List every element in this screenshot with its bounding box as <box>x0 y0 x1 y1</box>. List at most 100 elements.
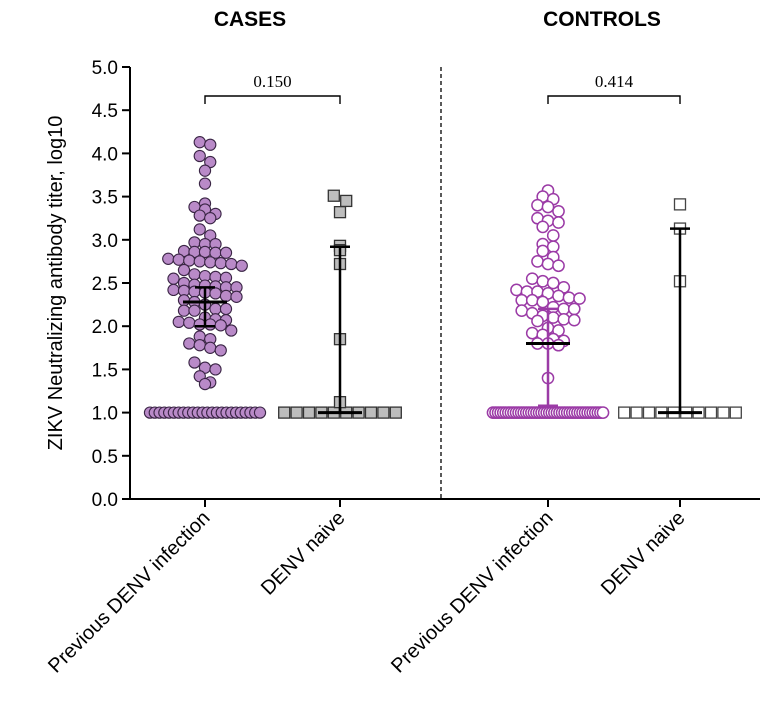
data-point-circle <box>510 283 523 297</box>
data-point-circle <box>209 287 222 300</box>
data-point-circle <box>536 220 550 234</box>
data-point-circle <box>536 244 550 258</box>
data-point-square <box>278 406 291 419</box>
data-point-circle <box>188 268 201 281</box>
data-point-circle <box>193 223 206 236</box>
data-point-circle <box>230 290 243 303</box>
data-point-square <box>327 189 340 202</box>
data-point-circle <box>531 314 544 328</box>
y-tick-label: 4.0 <box>92 144 118 165</box>
y-tick-label: 0.5 <box>92 447 118 468</box>
data-point-circle <box>235 259 248 272</box>
data-point-circle <box>541 257 555 271</box>
data-point-circle <box>525 293 539 307</box>
data-point-circle <box>567 302 581 316</box>
category-label: Previous DENV infection <box>387 507 557 677</box>
data-point-circle <box>204 256 217 269</box>
data-point-circle <box>193 149 206 163</box>
data-point-square <box>618 406 631 419</box>
data-point-circle <box>167 272 180 285</box>
data-point-circle <box>162 252 175 265</box>
data-point-circle <box>193 255 206 268</box>
data-point-square <box>630 406 643 419</box>
data-point-circle <box>525 326 539 340</box>
p-value-label: 0.150 <box>253 72 291 91</box>
data-point-circle <box>531 198 544 212</box>
data-point-circle <box>188 304 201 317</box>
data-point-circle <box>546 240 560 254</box>
data-point-square <box>290 406 303 419</box>
y-tick-label: 2.5 <box>92 274 118 295</box>
data-point-circle <box>552 204 565 218</box>
data-point-square <box>340 194 353 208</box>
data-point-square <box>642 406 656 419</box>
data-point-circle <box>596 406 610 419</box>
y-tick-label: 0.0 <box>92 490 118 511</box>
data-point-circle <box>546 311 560 324</box>
significance-bracket <box>204 95 341 104</box>
data-point-circle <box>198 177 212 190</box>
data-point-circle <box>552 289 565 303</box>
data-point-circle <box>193 339 206 352</box>
data-point-circle <box>209 302 222 316</box>
y-tick-label: 3.5 <box>92 188 118 209</box>
data-point-circle <box>525 272 539 286</box>
data-point-square <box>377 406 390 419</box>
data-point-circle <box>172 253 185 266</box>
data-point-circle <box>172 315 185 329</box>
data-point-circle <box>193 209 206 222</box>
data-point-circle <box>552 216 565 229</box>
data-point-circle <box>546 276 560 290</box>
axes-layer <box>122 66 760 507</box>
text-layer: 0.0 0.5 1.0 1.5 2.0 2.5 3.0 3.5 4.0 4.5 5.0 ZIKV Ne… <box>44 8 689 677</box>
category-label: DENV naive <box>597 507 690 600</box>
data-point-circle <box>204 138 217 151</box>
data-point-circle <box>167 283 180 297</box>
data-point-circle <box>198 377 212 391</box>
category-label: DENV naive <box>257 507 350 600</box>
data-point-circle <box>183 337 196 350</box>
data-point-square <box>364 406 378 419</box>
data-point-circle <box>515 293 529 307</box>
p-value-label: 0.414 <box>595 72 634 91</box>
data-point-circle <box>214 319 227 332</box>
data-point-circle <box>567 313 581 327</box>
data-point-circle <box>225 257 238 271</box>
data-point-circle <box>177 263 191 277</box>
data-point-circle <box>536 295 550 309</box>
data-point-circle <box>209 363 222 376</box>
data-point-circle <box>546 229 560 242</box>
category-label: Previous DENV infection <box>44 507 214 677</box>
data-point-circle <box>198 164 212 177</box>
data-point-circle <box>219 289 233 303</box>
data-point-square <box>717 406 730 419</box>
data-point-circle <box>204 212 217 225</box>
data-point-circle <box>557 302 571 316</box>
data-point-square <box>704 406 718 419</box>
significance-bracket <box>547 95 681 104</box>
data-point-circle <box>536 274 550 288</box>
data-point-circle <box>515 304 529 317</box>
y-tick-label: 2.0 <box>92 317 118 338</box>
data-point-circle <box>557 312 571 326</box>
data-point-circle <box>531 255 544 268</box>
data-point-circle <box>193 318 206 331</box>
data-point-circle <box>204 341 217 354</box>
data-point-circle <box>552 338 565 352</box>
y-tick-label: 3.0 <box>92 231 118 252</box>
data-point-circle <box>225 324 238 337</box>
group-title: CONTROLS <box>543 8 661 31</box>
data-point-circle <box>177 294 191 307</box>
y-tick-label: 5.0 <box>92 58 118 79</box>
data-point-circle <box>546 300 560 314</box>
data-point-circle <box>177 304 191 317</box>
data-point-circle <box>219 246 233 259</box>
stats-layer <box>183 95 702 415</box>
data-point-circle <box>214 256 227 270</box>
data-point-circle <box>193 136 206 149</box>
data-point-circle <box>541 200 555 214</box>
data-point-circle <box>188 356 201 369</box>
data-point-circle <box>253 406 267 419</box>
data-point-square <box>673 198 687 211</box>
